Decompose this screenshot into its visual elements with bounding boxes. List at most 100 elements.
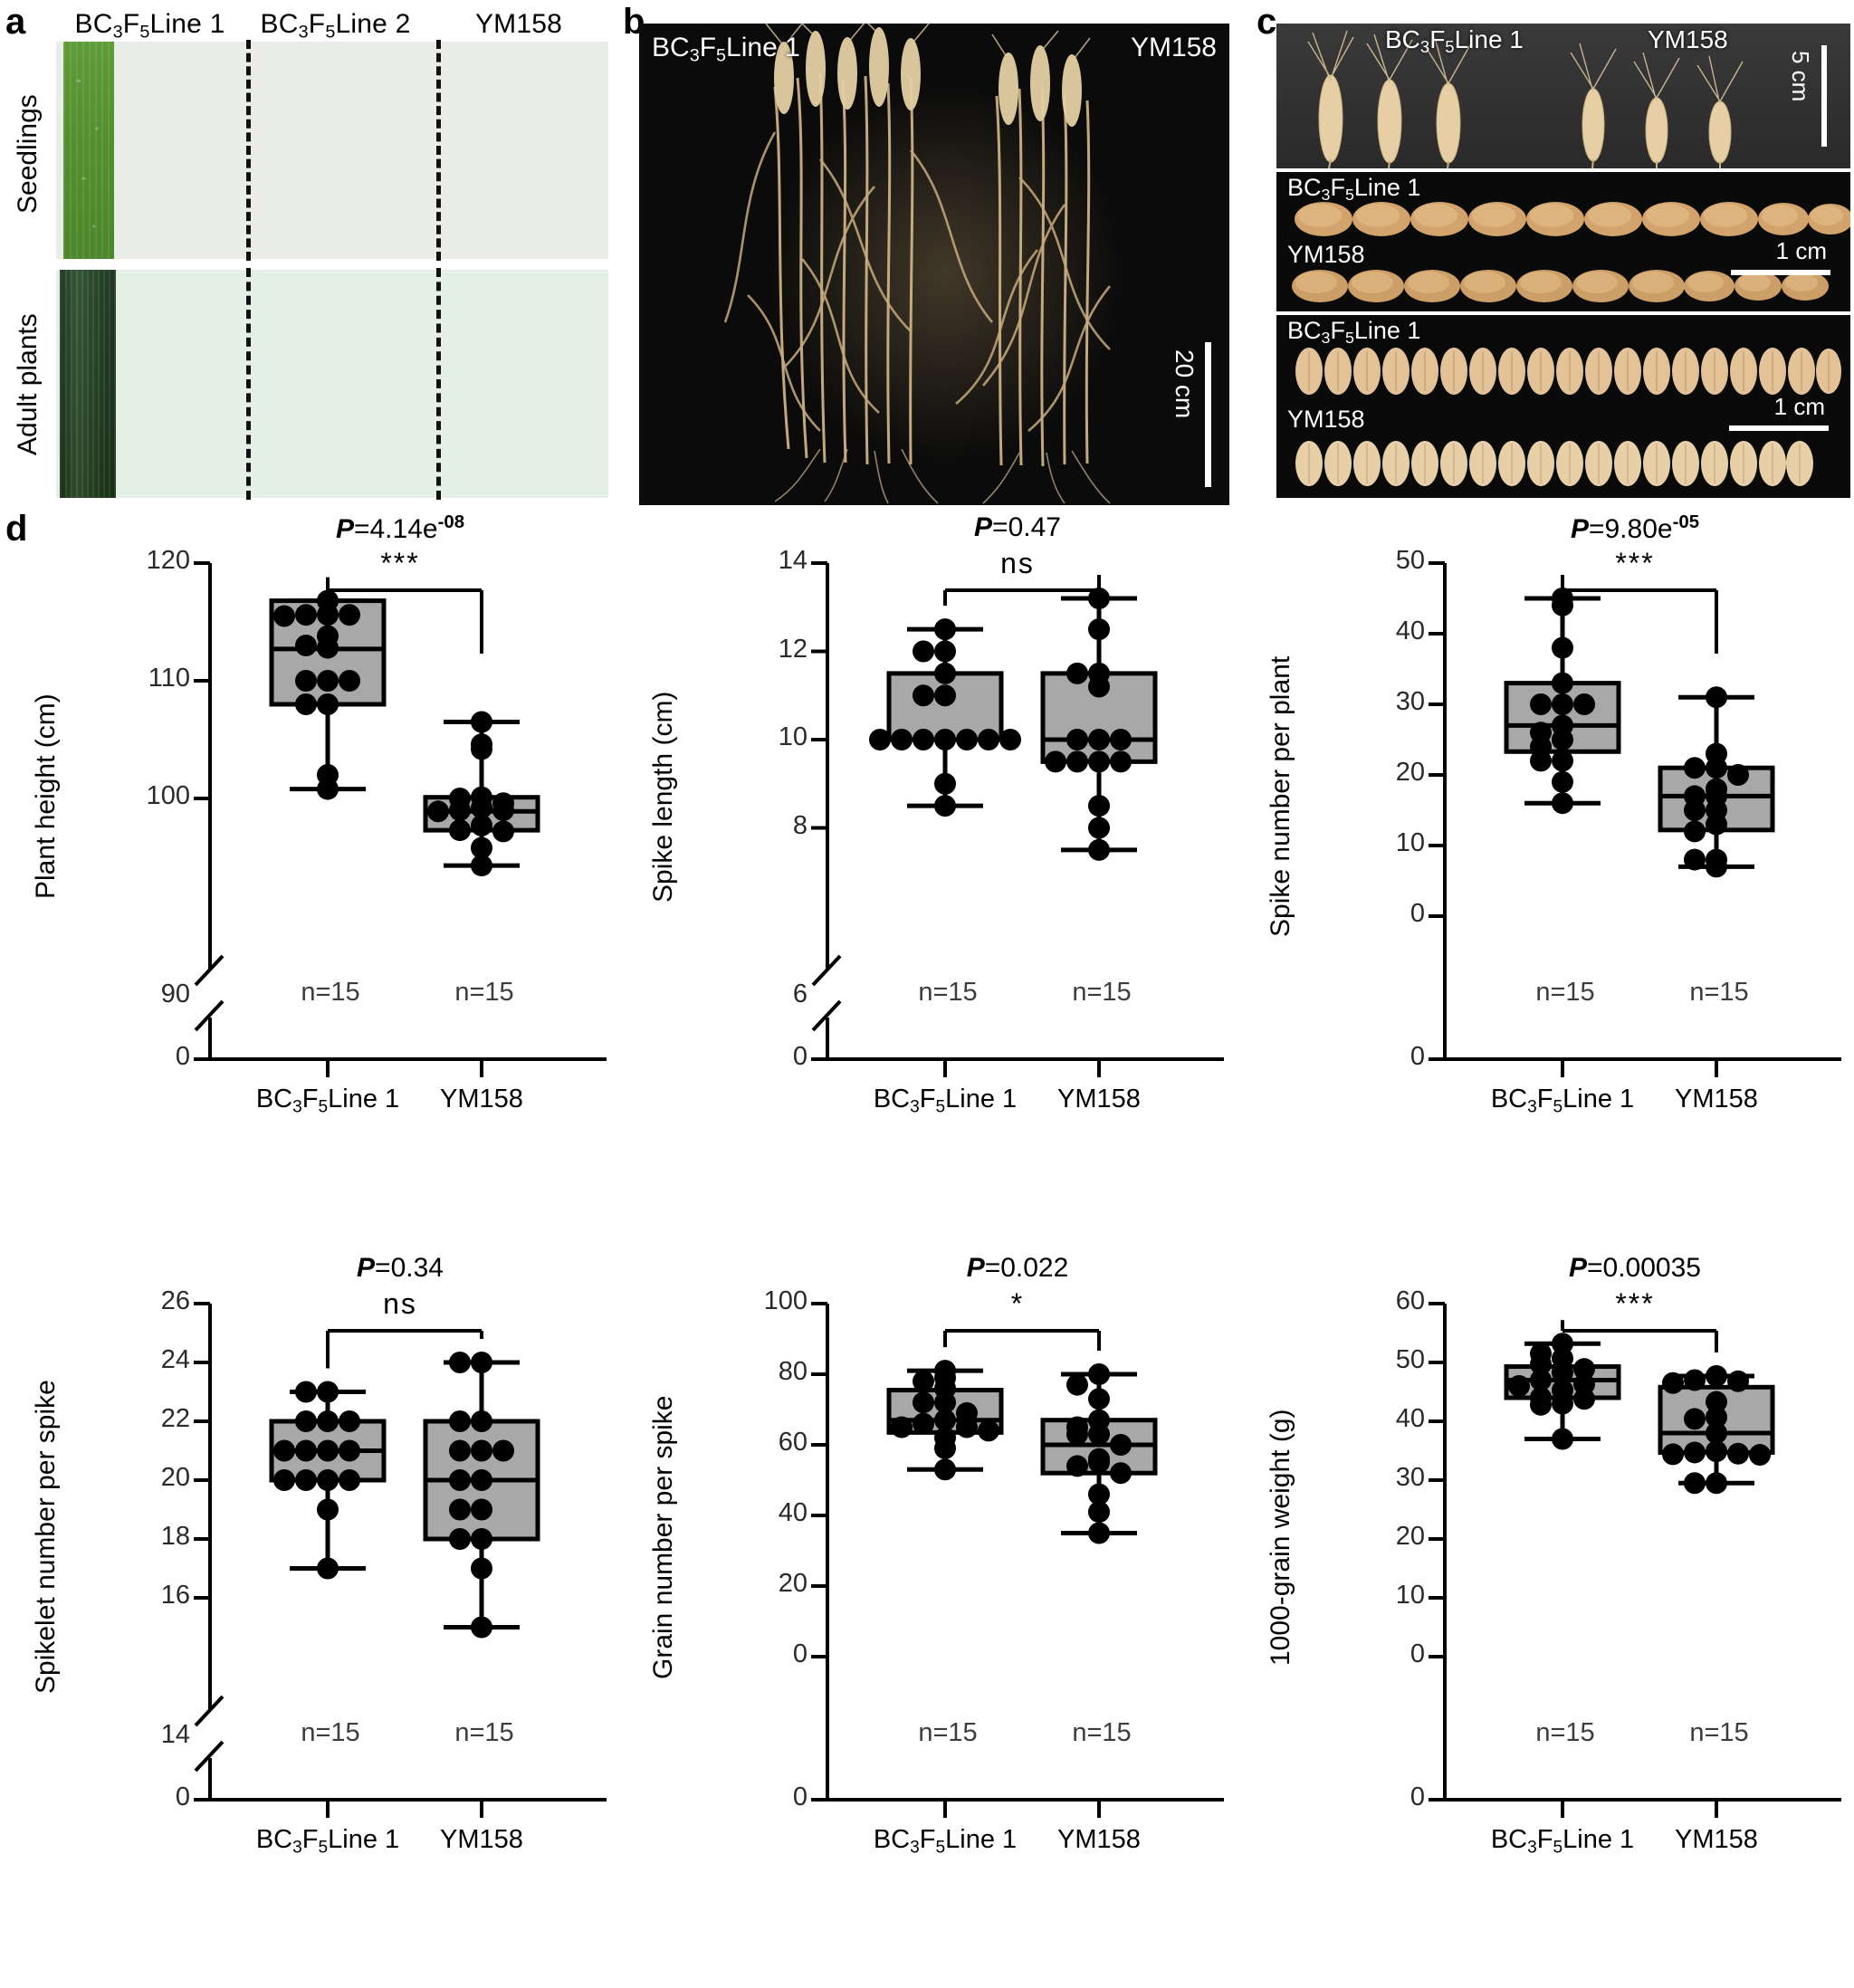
data-point — [492, 820, 514, 843]
y-axis-label: Spike number per plant — [1266, 655, 1295, 938]
y-tick-label: 12 — [778, 634, 808, 664]
data-point — [934, 1437, 956, 1459]
y-tick-label: 10 — [1395, 828, 1425, 857]
y-tick-label: 100 — [763, 1286, 808, 1315]
y-tick-label: 50 — [1395, 1345, 1425, 1374]
data-point — [1749, 1444, 1771, 1467]
y-tick-label: 20 — [1395, 758, 1425, 787]
data-point — [317, 693, 339, 715]
data-point — [1110, 750, 1132, 773]
chart-thousand-grain-weight: 0 10 20 30 40 50 60 0 1000-grain weight (g) P=0.0… — [1235, 1247, 1852, 1988]
x-category-label: YM158 — [1675, 1085, 1758, 1113]
data-point — [1684, 1441, 1706, 1464]
chart-grain-number-per-spike: 0 20 40 60 80 100 0 Grain number per spike P=0.0… — [617, 1247, 1235, 1988]
data-point — [934, 1391, 956, 1414]
data-point — [1552, 1362, 1573, 1384]
y-tick-label-zero: 0 — [792, 1783, 808, 1811]
data-point — [1706, 1364, 1727, 1387]
scale-label-c-mid: 1 cm — [1775, 237, 1827, 264]
data-point — [471, 1528, 492, 1550]
data-point — [449, 1439, 471, 1462]
grains-illustration-side — [1292, 202, 1850, 302]
data-point — [1727, 1442, 1749, 1465]
data-point — [1530, 1393, 1552, 1416]
data-point — [913, 1370, 934, 1392]
data-point — [1110, 729, 1132, 750]
sample-size-label: n=15 — [1535, 978, 1595, 1007]
data-point — [471, 738, 492, 760]
data-point — [1684, 757, 1706, 779]
spike-label-ym158: YM158 — [1648, 25, 1728, 53]
data-point — [1088, 817, 1110, 839]
leaf-image — [60, 270, 116, 498]
y-tick-label: 60 — [1395, 1286, 1425, 1315]
data-point — [295, 670, 317, 692]
spike-label-line1: BC3F5Line 1 — [1385, 25, 1524, 57]
y-axis-label: Grain number per spike — [648, 1395, 678, 1679]
data-point — [449, 819, 471, 842]
significance-label: *** — [1615, 1287, 1655, 1320]
p-value-label: P=0.00035 — [1569, 1253, 1701, 1283]
y-axis-label: Spikelet number per spike — [31, 1380, 61, 1695]
data-point — [1684, 1472, 1706, 1495]
significance-label: *** — [380, 547, 420, 579]
y-tick-label: 30 — [1395, 1463, 1425, 1492]
data-point — [1706, 1440, 1727, 1463]
data-point — [934, 795, 956, 817]
data-point — [1066, 1423, 1088, 1446]
significance-label: *** — [1615, 547, 1655, 579]
data-point — [1573, 693, 1595, 715]
row-label-adult-plants: Adult plants — [13, 313, 43, 456]
data-point — [1552, 770, 1573, 793]
data-point — [317, 778, 339, 800]
y-tick-label: 40 — [778, 1498, 808, 1527]
panel-b: b BC3F5Line 1 YM158 — [621, 0, 1255, 507]
scale-label-c-top: 5 cm — [1787, 51, 1814, 102]
y-tick-label-zero: 0 — [792, 1042, 808, 1071]
spike-photo: BC3F5Line 1 YM158 — [1276, 24, 1850, 168]
data-point — [1110, 1434, 1132, 1456]
data-point — [913, 1412, 934, 1435]
spike-illustration — [1307, 30, 1744, 168]
data-point — [449, 1528, 471, 1550]
y-tick-label: 0 — [792, 1639, 808, 1668]
scale-bar-c-mid — [1731, 270, 1830, 275]
y-tick-label-zero: 0 — [175, 1042, 190, 1071]
sample-size-label: n=15 — [918, 978, 978, 1007]
y-tick-label: 20 — [1395, 1522, 1425, 1551]
p-value-label: P=0.47 — [974, 512, 1061, 542]
significance-label: ns — [1000, 547, 1035, 579]
data-point — [1088, 588, 1110, 609]
chart-spike-number-per-plant: 0 10 20 30 40 50 0 Spike number per plant P=9.80… — [1235, 507, 1852, 1247]
group-header-line2: BC3F5Line 2 — [247, 9, 424, 51]
data-point — [1088, 729, 1110, 750]
sample-size-label: n=15 — [1689, 978, 1749, 1007]
data-point — [1530, 693, 1552, 715]
divider-dashed — [246, 40, 251, 261]
leaf-image — [63, 42, 114, 259]
data-point — [339, 1410, 360, 1432]
data-point — [1552, 594, 1573, 616]
grain-label-line1: BC3F5Line 1 — [1287, 174, 1421, 204]
data-point — [1088, 675, 1110, 698]
data-point — [471, 1557, 492, 1580]
y-tick-label: 110 — [148, 664, 190, 693]
data-point — [934, 618, 956, 641]
data-point — [934, 1458, 956, 1481]
seedling-leaf-row — [56, 42, 608, 259]
data-point — [1552, 750, 1573, 772]
x-category-label: YM158 — [440, 1825, 523, 1854]
data-point — [295, 1469, 317, 1491]
scale-bar-c-top — [1821, 45, 1827, 147]
y-tick-label: 16 — [160, 1581, 190, 1610]
grain-crease-label-ym158: YM158 — [1287, 406, 1365, 433]
y-tick-label: 6 — [792, 980, 808, 1008]
significance-label: * — [1010, 1287, 1025, 1320]
data-point — [1088, 1451, 1110, 1474]
data-point — [1110, 1462, 1132, 1485]
grain-label-ym158: YM158 — [1287, 241, 1365, 268]
data-point — [1508, 1375, 1530, 1397]
data-point — [1706, 813, 1727, 836]
data-point — [295, 635, 317, 656]
data-point — [449, 1469, 471, 1491]
